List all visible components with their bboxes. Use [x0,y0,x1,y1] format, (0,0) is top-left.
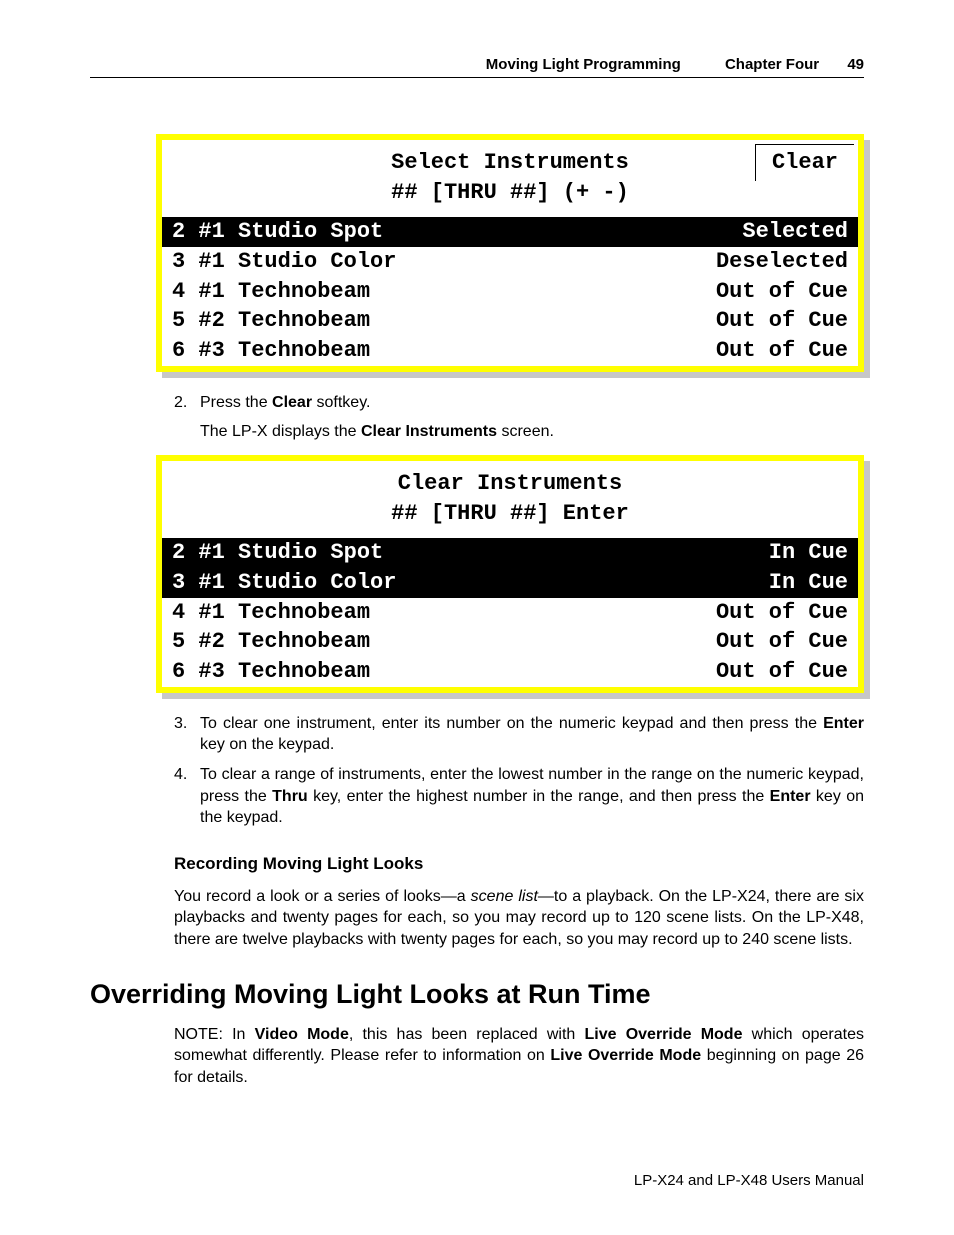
t: key, enter the highest number in the ran… [308,788,770,805]
t-bold: Clear Instruments [361,423,497,440]
t: softkey. [312,394,370,411]
step-number: 2. [174,392,200,414]
step-text: Press the Clear softkey. [200,392,864,414]
t: screen. [497,423,554,440]
step-2-block: 2. Press the Clear softkey. The LP-X dis… [174,392,864,443]
t: NOTE: In [174,1026,255,1043]
t: , this has been replaced with [349,1026,585,1043]
t-ital: scene list [471,888,538,905]
row-left: 2 #1 Studio Spot [172,538,383,568]
screen-row[interactable]: 5 #2 Technobeam Out of Cue [162,306,858,336]
screen2-title-line1: Clear Instruments [172,469,848,499]
screen-row[interactable]: 6 #3 Technobeam Out of Cue [162,336,858,366]
row-left: 6 #3 Technobeam [172,657,370,687]
row-status: Deselected [716,247,848,277]
row-status: Out of Cue [716,627,848,657]
row-left: 2 #1 Studio Spot [172,217,383,247]
row-status: Out of Cue [716,277,848,307]
step-text: To clear one instrument, enter its numbe… [200,713,864,756]
recording-paragraph: You record a look or a series of looks—a… [174,886,864,951]
t: You record a look or a series of looks—a [174,888,471,905]
screen2-header: Clear Instruments ## [THRU ##] Enter [162,461,858,538]
header-title: Moving Light Programming [486,56,681,73]
row-status: Out of Cue [716,336,848,366]
row-left: 3 #1 Studio Color [172,568,396,598]
row-left: 6 #3 Technobeam [172,336,370,366]
page-header: Moving Light Programming Chapter Four 49 [90,56,864,78]
t-bold: Video Mode [255,1026,349,1043]
row-left: 4 #1 Technobeam [172,598,370,628]
row-status: Out of Cue [716,598,848,628]
screen2-title-line2: ## [THRU ##] Enter [172,499,848,529]
screen-row[interactable]: 4 #1 Technobeam Out of Cue [162,598,858,628]
screen-row[interactable]: 4 #1 Technobeam Out of Cue [162,277,858,307]
clear-instruments-screen: Clear Instruments ## [THRU ##] Enter 2 #… [156,455,864,693]
t: The LP-X displays the [200,423,361,440]
screen1-rows: 2 #1 Studio SpotSelected3 #1 Studio Colo… [162,217,858,365]
t-bold: Clear [272,394,312,411]
row-status: In Cue [769,538,848,568]
row-left: 3 #1 Studio Color [172,247,396,277]
recording-heading: Recording Moving Light Looks [174,853,864,876]
override-note-block: NOTE: In Video Mode, this has been repla… [174,1024,864,1089]
row-left: 5 #2 Technobeam [172,627,370,657]
screen2-rows: 2 #1 Studio Spot In Cue 3 #1 Studio Color I… [162,538,858,686]
screen1-title-line1: Select Instruments [172,148,848,178]
steps-3-4-block: 3. To clear one instrument, enter its nu… [174,713,864,951]
t-bold: Enter [823,715,864,732]
row-status: In Cue [769,568,848,598]
step-text: To clear a range of instruments, enter t… [200,764,864,829]
screen-row[interactable]: 6 #3 Technobeam Out of Cue [162,657,858,687]
header-page-number: 49 [847,56,864,73]
screen1-header: Select Instruments ## [THRU ##] (+ -) Cl… [162,140,858,217]
select-instruments-screen: Select Instruments ## [THRU ##] (+ -) Cl… [156,134,864,372]
clear-softkey[interactable]: Clear [755,144,854,181]
screen1-title-line2: ## [THRU ##] (+ -) [172,178,848,208]
screen-row[interactable]: 2 #1 Studio Spot In Cue [162,538,858,568]
t: Press the [200,394,272,411]
screen-row[interactable]: 3 #1 Studio Color In Cue [162,568,858,598]
screen-row[interactable]: 2 #1 Studio Spot Selected [162,217,858,247]
t-bold: Live Override Mode [585,1026,743,1043]
row-left: 5 #2 Technobeam [172,306,370,336]
override-note: NOTE: In Video Mode, this has been repla… [174,1024,864,1089]
override-heading: Overriding Moving Light Looks at Run Tim… [90,979,864,1010]
page-footer: LP-X24 and LP-X48 Users Manual [634,1172,864,1189]
t-bold: Thru [272,788,308,805]
step-number: 3. [174,713,200,756]
t: key on the keypad. [200,736,334,753]
row-status: Out of Cue [716,306,848,336]
t: To clear one instrument, enter its numbe… [200,715,823,732]
t-bold: Live Override Mode [550,1047,701,1064]
header-chapter: Chapter Four [725,56,819,73]
row-left: 4 #1 Technobeam [172,277,370,307]
screen-row[interactable]: 5 #2 Technobeam Out of Cue [162,627,858,657]
row-status: Selected [742,217,848,247]
t-bold: Enter [770,788,811,805]
row-status: Out of Cue [716,657,848,687]
step-subtext: The LP-X displays the Clear Instruments … [200,421,864,443]
screen-row[interactable]: 3 #1 Studio Color Deselected [162,247,858,277]
step-number: 4. [174,764,200,829]
